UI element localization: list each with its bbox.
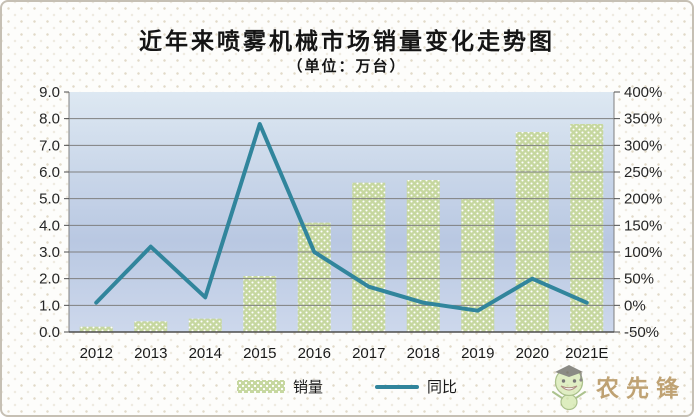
y-left-tick-label: 5.0 (39, 191, 60, 208)
bar-2012 (79, 326, 113, 332)
y-right-tick-label: 200% (624, 191, 662, 208)
x-tick-label-2014: 2014 (189, 345, 222, 362)
x-tick-label-2020: 2020 (516, 345, 549, 362)
y-right-tick-label: 100% (624, 244, 662, 261)
y-right-tick-label: 250% (624, 164, 662, 181)
legend-item-yoy: 同比 (375, 376, 457, 397)
x-tick-label-2019: 2019 (461, 345, 494, 362)
legend: 销量 同比 (2, 376, 692, 397)
x-tick-label-2018: 2018 (407, 345, 440, 362)
x-tick-label-2013: 2013 (134, 345, 167, 362)
chart-subtitle: （单位：万台） (287, 57, 407, 75)
legend-item-sales: 销量 (236, 376, 323, 397)
y-left-tick-label: 0.0 (39, 324, 60, 341)
y-right-tick-label: 150% (624, 217, 662, 234)
y-left-tick-label: 2.0 (39, 271, 60, 288)
bar-2020 (515, 132, 549, 332)
bar-2013 (134, 321, 168, 332)
y-left-tick-label: 1.0 (39, 297, 60, 314)
x-tick-label-2021E: 2021E (565, 345, 608, 362)
y-left-tick-label: 3.0 (39, 244, 60, 261)
x-tick-label-2012: 2012 (80, 345, 113, 362)
y-right-tick-label: -50% (624, 324, 659, 341)
y-right-tick-label: 300% (624, 137, 662, 154)
yoy-line-swatch-icon (375, 384, 419, 389)
yoy-line-series (94, 122, 589, 313)
x-tick-label-2016: 2016 (298, 345, 331, 362)
watermark-text: 农先锋 (596, 375, 686, 402)
mascot-icon (552, 365, 586, 411)
bar-2014 (188, 318, 222, 332)
bar-2015 (243, 276, 277, 332)
legend-sales-label: 销量 (292, 379, 323, 396)
bar-2016 (297, 222, 331, 332)
watermark: 农先锋 (548, 361, 686, 411)
y-right-tick-label: 50% (624, 271, 654, 288)
y-left-tick-label: 8.0 (39, 111, 60, 128)
chart-title: 近年来喷雾机械市场销量变化走势图 (139, 28, 555, 55)
y-left-tick-label: 7.0 (39, 137, 60, 154)
sales-bar-swatch-icon (236, 380, 285, 393)
y-left-tick-label: 4.0 (39, 217, 60, 234)
x-tick-label-2015: 2015 (243, 345, 276, 362)
x-tick-label-2017: 2017 (352, 345, 385, 362)
y-left-tick-label: 9.0 (39, 84, 60, 101)
y-right-tick-label: 400% (624, 84, 662, 101)
y-right-tick-label: 350% (624, 111, 662, 128)
bar-2017 (352, 182, 386, 332)
bar-2018 (406, 180, 440, 332)
legend-yoy-label: 同比 (427, 379, 458, 396)
y-left-tick-label: 6.0 (39, 164, 60, 181)
y-right-tick-label: 0% (624, 297, 646, 314)
